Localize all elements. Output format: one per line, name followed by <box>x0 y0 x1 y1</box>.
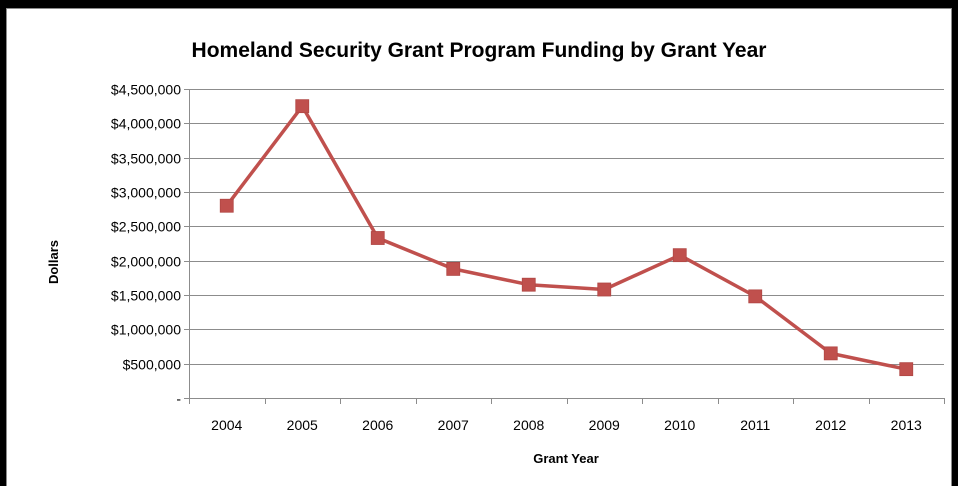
data-point-marker <box>370 231 385 245</box>
gridlines <box>184 89 944 399</box>
data-point-marker <box>446 262 461 276</box>
data-point-marker <box>521 277 536 292</box>
data-point-marker <box>219 198 234 213</box>
y-tick-label: $4,000,000 <box>111 116 181 132</box>
x-axis-tick-labels: 2004 2005 2006 2007 2008 2009 2010 2011 2012 2013 <box>211 417 922 433</box>
chart-title: Homeland Security Grant Program Funding … <box>192 39 767 62</box>
data-point-marker <box>672 248 687 263</box>
series-group <box>219 99 914 377</box>
x-tick-label: 2004 <box>211 417 242 433</box>
y-tick-label: - <box>176 391 181 407</box>
y-tick-label: $1,000,000 <box>111 322 181 338</box>
y-axis-title: Dollars <box>46 240 61 284</box>
x-tick-label: 2009 <box>589 417 620 433</box>
data-point-marker <box>823 346 838 361</box>
y-tick-label: $3,000,000 <box>111 185 181 201</box>
x-tick-label: 2011 <box>740 417 770 433</box>
x-axis-title: Grant Year <box>533 451 599 466</box>
x-tick-label: 2012 <box>815 417 846 433</box>
x-tick-label: 2005 <box>287 417 318 433</box>
x-tick-label: 2007 <box>438 417 469 433</box>
data-point-marker <box>295 99 310 114</box>
data-point-marker <box>597 282 612 297</box>
x-tick-label: 2008 <box>513 417 544 433</box>
x-tick-label: 2013 <box>891 417 922 433</box>
y-tick-label: $4,500,000 <box>111 82 181 98</box>
y-tick-label: $3,500,000 <box>111 151 181 167</box>
data-point-marker <box>899 362 914 377</box>
y-tick-label: $2,000,000 <box>111 254 181 270</box>
y-axis-tick-labels: - $500,000 $1,000,000 $1,500,000 $2,000,000 $… <box>111 82 181 407</box>
y-tick-label: $500,000 <box>123 357 182 373</box>
x-axis <box>189 89 945 404</box>
x-tick-label: 2006 <box>362 417 393 433</box>
series-line <box>225 104 907 371</box>
y-tick-label: $1,500,000 <box>111 288 181 304</box>
chart-area-border <box>6 8 952 486</box>
y-tick-label: $2,500,000 <box>111 219 181 235</box>
data-point-marker <box>748 289 763 304</box>
x-tick-label: 2010 <box>664 417 695 433</box>
